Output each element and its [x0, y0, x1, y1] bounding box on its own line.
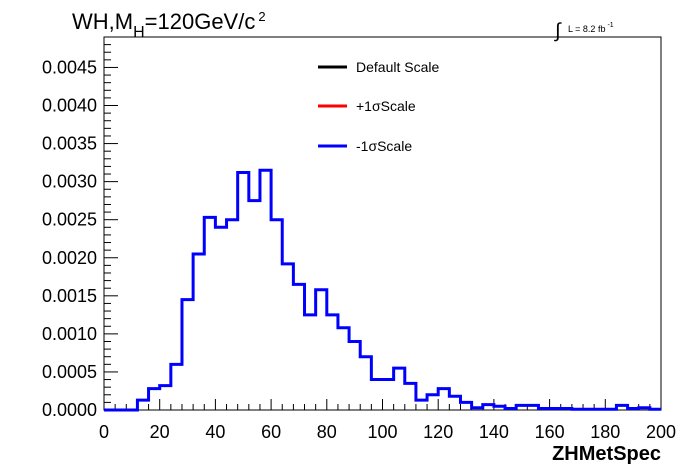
legend: Default Scale +1σScale -1σScale: [318, 59, 439, 154]
x-tick-label: 0: [99, 422, 109, 442]
y-tick-label: 0.0020: [42, 248, 97, 268]
x-tick-label: 180: [590, 422, 620, 442]
x-tick-label: 20: [150, 422, 170, 442]
y-tick-label: 0.0015: [42, 286, 97, 306]
x-tick-label: 140: [479, 422, 509, 442]
x-tick-label: 60: [261, 422, 281, 442]
x-tick-label: 100: [367, 422, 397, 442]
y-tick-label: 0.0005: [42, 362, 97, 382]
legend-label-default: Default Scale: [356, 59, 439, 75]
x-tick-label: 160: [535, 422, 565, 442]
y-tick-label: 0.0025: [42, 210, 97, 230]
legend-label-minus1sigma: -1σScale: [356, 138, 412, 154]
histogram-series--1sigma: [104, 168, 661, 412]
y-axis: 0.0000 0.0005 0.0010 0.0015 0.0020 0.0025 0.00…: [42, 36, 118, 420]
y-tick-label: 0.0000: [42, 400, 97, 420]
x-tick-label: 200: [646, 422, 676, 442]
x-tick-label: 40: [205, 422, 225, 442]
x-tick-label: 80: [317, 422, 337, 442]
legend-label-plus1sigma: +1σScale: [356, 98, 416, 114]
y-tick-label: 0.0035: [42, 134, 97, 154]
x-axis-label: ZHMetSpec: [552, 443, 661, 465]
y-tick-label: 0.0010: [42, 324, 97, 344]
frame: [103, 36, 662, 411]
lumi-label: L = 8.2 fb -1: [568, 22, 614, 34]
chart-title: WH,MH=120GeV/c 2: [72, 9, 266, 41]
y-tick-label: 0.0040: [42, 96, 97, 116]
y-tick-label: 0.0030: [42, 172, 97, 192]
x-tick-label: 120: [423, 422, 453, 442]
lumi-integral: ∫: [554, 20, 562, 42]
y-tick-label: 0.0045: [42, 57, 97, 77]
